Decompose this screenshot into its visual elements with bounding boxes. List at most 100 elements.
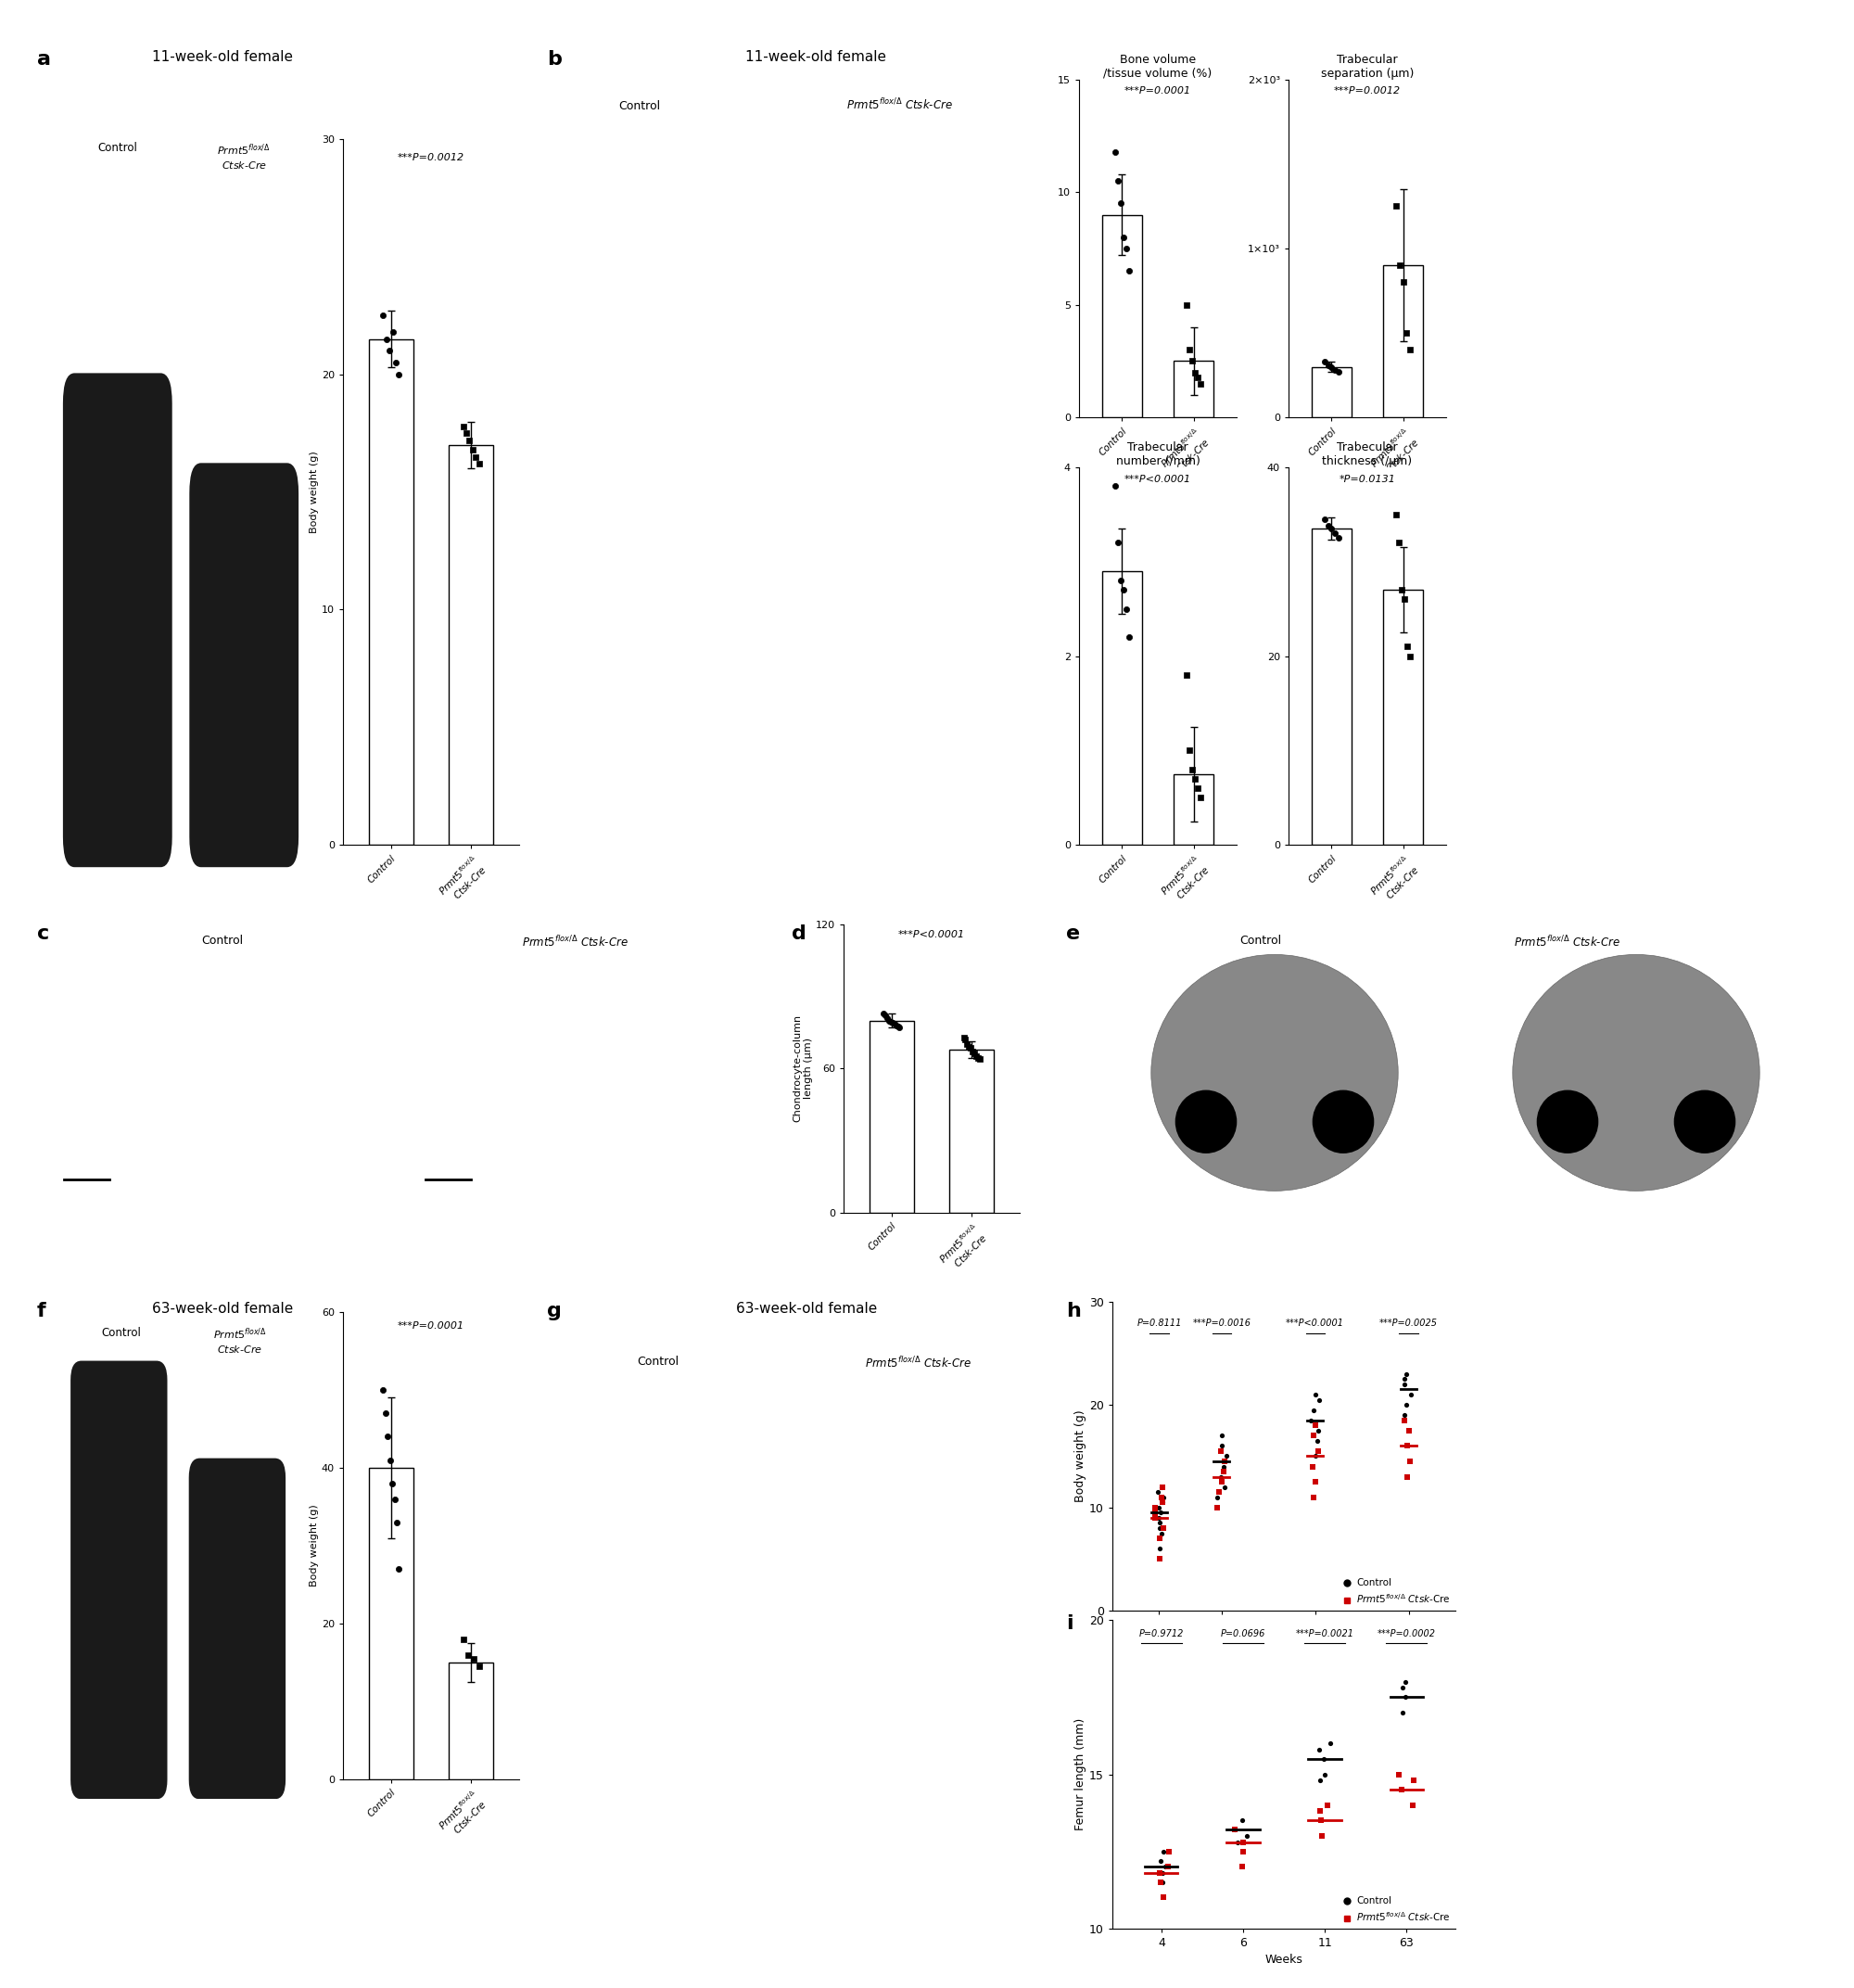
Point (1400, 1765, 1429, 1797)
Point (1296, 1404, 1326, 1435)
Point (1303, 1435, 1333, 1467)
Point (1398, 1789, 1428, 1821)
Text: Control: Control (102, 1326, 141, 1338)
Point (1381, 499, 1411, 531)
Point (1392, 316, 1422, 350)
Point (960, 1038, 990, 1070)
Point (1103, 527, 1133, 559)
Point (382, 346, 412, 378)
Y-axis label: Body weight (g): Body weight (g) (310, 451, 319, 533)
Point (1309, 346, 1339, 378)
Point (1207, 1429, 1237, 1461)
Text: $Prmt5^{flox/\Delta}$ $Ctsk$-Cre: $Prmt5^{flox/\Delta}$ $Ctsk$-Cre (521, 934, 629, 948)
Point (955, 1032, 984, 1064)
Point (1387, 1698, 1416, 1730)
Point (1324, 356, 1353, 388)
Title: Trabecular
number (/mm): Trabecular number (/mm) (1116, 441, 1200, 467)
Ellipse shape (1313, 1089, 1374, 1153)
Point (1144, 1477, 1174, 1509)
Bar (369, 1467, 413, 1779)
Point (871, 1000, 901, 1032)
Point (1396, 1380, 1426, 1411)
Point (951, 1024, 981, 1056)
Point (1183, 362, 1213, 394)
Point (1227, 1851, 1257, 1883)
Point (1187, 781, 1216, 813)
X-axis label: Weeks: Weeks (1264, 1636, 1303, 1648)
Point (1224, 1827, 1253, 1859)
Text: Control: Control (638, 1356, 679, 1368)
Point (1227, 1827, 1257, 1859)
Point (1390, 1404, 1420, 1435)
FancyBboxPatch shape (63, 374, 172, 867)
Point (1305, 1384, 1335, 1415)
Point (1177, 346, 1207, 378)
Point (1305, 1795, 1335, 1827)
Point (1177, 753, 1207, 785)
Point (1390, 1364, 1420, 1396)
Text: 63-week-old female: 63-week-old female (736, 1302, 877, 1316)
Point (1390, 584, 1420, 616)
Y-axis label: Body weight (g): Body weight (g) (310, 1505, 319, 1586)
Point (1148, 1867, 1177, 1899)
Point (1172, 660, 1201, 692)
Point (1114, 620, 1144, 652)
Point (1149, 1851, 1179, 1883)
Legend: Control, $Prmt5^{flox/\Delta}$ $Ctsk$-Cre: Control, $Prmt5^{flox/\Delta}$ $Ctsk$-Cr… (1340, 1578, 1450, 1606)
Y-axis label: Femur length (mm): Femur length (mm) (1075, 1718, 1086, 1831)
Bar (1313, 529, 1352, 845)
Point (1390, 1666, 1420, 1698)
Text: ***P=0.0025: ***P=0.0025 (1379, 1318, 1439, 1328)
Text: Control: Control (98, 141, 137, 153)
Point (1209, 1445, 1238, 1477)
Point (1112, 592, 1142, 624)
Point (1300, 1419, 1329, 1451)
Point (1313, 509, 1342, 541)
Bar (1174, 362, 1213, 417)
Point (464, 447, 493, 479)
Point (1140, 1497, 1170, 1529)
Point (1300, 1380, 1329, 1411)
Bar (1383, 590, 1422, 845)
Point (384, 1553, 413, 1584)
Point (1148, 1471, 1177, 1503)
Point (1207, 1419, 1237, 1451)
Point (1144, 1857, 1174, 1889)
Text: $Prmt5^{flox/\Delta}$
$Ctsk$-Cre: $Prmt5^{flox/\Delta}$ $Ctsk$-Cre (213, 1326, 267, 1356)
Point (1155, 1835, 1185, 1867)
Point (1220, 1813, 1250, 1845)
Point (881, 1010, 910, 1042)
Point (1105, 187, 1135, 219)
Point (1396, 334, 1426, 366)
Point (1392, 630, 1422, 662)
Point (1392, 1390, 1422, 1421)
Point (1148, 1513, 1177, 1545)
Bar (369, 340, 413, 845)
Point (1305, 1765, 1335, 1797)
Point (1309, 1757, 1339, 1789)
Bar (449, 1662, 493, 1779)
Point (1207, 1465, 1237, 1497)
Point (1105, 565, 1135, 596)
Point (953, 1028, 983, 1060)
Text: h: h (1066, 1302, 1081, 1320)
Text: 11-week-old female: 11-week-old female (152, 50, 293, 64)
Point (1381, 191, 1411, 223)
Title: Bone volume
/tissue volume (%): Bone volume /tissue volume (%) (1103, 54, 1213, 80)
Point (1387, 1672, 1416, 1704)
Text: $Prmt5^{flox/\Delta}$ $Ctsk$-Cre: $Prmt5^{flox/\Delta}$ $Ctsk$-Cre (864, 1356, 971, 1370)
Point (1209, 1471, 1238, 1503)
Point (960, 1040, 990, 1072)
Text: g: g (547, 1302, 562, 1320)
Point (458, 433, 488, 465)
Point (1148, 1857, 1177, 1889)
Point (378, 316, 408, 348)
Bar (1103, 215, 1142, 417)
Point (1205, 1435, 1235, 1467)
Point (1109, 221, 1138, 252)
Point (1211, 1439, 1240, 1471)
Point (1307, 1821, 1337, 1853)
Y-axis label: Chondrocyte-column
length (μm): Chondrocyte-column length (μm) (794, 1014, 814, 1123)
Point (1183, 771, 1213, 803)
Legend: Control, $Prmt5^{flox/\Delta}$ $Ctsk$-Cre: Control, $Prmt5^{flox/\Delta}$ $Ctsk$-Cr… (1340, 1897, 1450, 1924)
